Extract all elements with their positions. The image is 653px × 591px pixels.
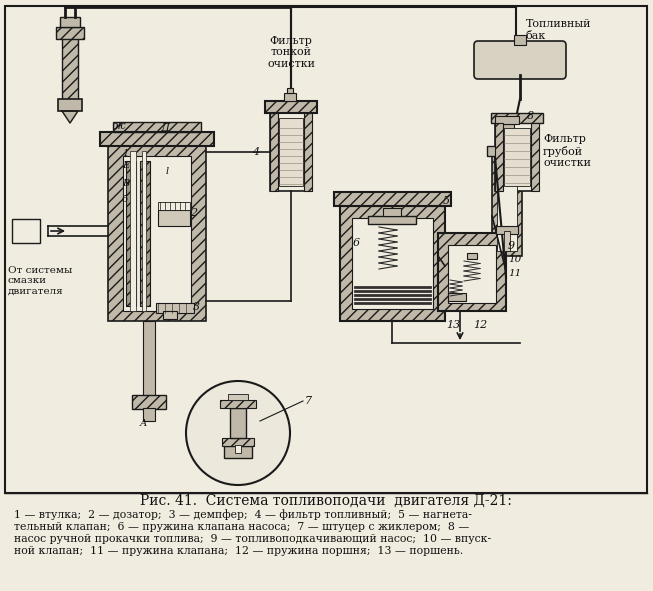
- Bar: [438, 233, 506, 311]
- Bar: [100, 132, 214, 146]
- Text: 9: 9: [508, 241, 515, 251]
- Bar: [100, 132, 214, 146]
- Bar: [352, 218, 433, 309]
- Bar: [495, 116, 519, 124]
- Text: 8: 8: [527, 111, 534, 121]
- Text: 12: 12: [473, 320, 487, 330]
- Polygon shape: [62, 111, 78, 123]
- Text: Фильтр
грубой
очистки: Фильтр грубой очистки: [543, 134, 591, 168]
- Bar: [113, 122, 201, 132]
- Bar: [265, 101, 317, 113]
- Bar: [495, 123, 539, 191]
- Bar: [383, 208, 401, 216]
- Text: 7: 7: [305, 396, 312, 406]
- Bar: [143, 408, 155, 421]
- Bar: [531, 123, 539, 191]
- Bar: [60, 17, 80, 27]
- Bar: [495, 123, 503, 191]
- Bar: [448, 245, 496, 303]
- Bar: [504, 231, 510, 251]
- Bar: [492, 156, 522, 256]
- Bar: [287, 88, 293, 93]
- Text: 5: 5: [443, 196, 450, 206]
- Bar: [140, 161, 150, 306]
- Text: l: l: [166, 167, 169, 176]
- Text: 4: 4: [252, 147, 259, 157]
- Bar: [5, 6, 647, 493]
- Bar: [504, 128, 530, 186]
- Bar: [156, 303, 194, 313]
- Bar: [497, 161, 517, 251]
- Bar: [270, 113, 312, 191]
- Text: 3: 3: [193, 302, 200, 312]
- Bar: [224, 446, 252, 458]
- FancyBboxPatch shape: [474, 41, 566, 79]
- Bar: [230, 408, 246, 438]
- Text: 6: 6: [353, 238, 360, 248]
- Text: Фильтр
тонкой
очистки: Фильтр тонкой очистки: [267, 36, 315, 69]
- Text: насос ручной прокачки топлива;  9 — топливоподкачивающий насос;  10 — впуск-: насос ручной прокачки топлива; 9 — топли…: [14, 534, 491, 544]
- Text: В: В: [122, 178, 129, 187]
- Bar: [58, 99, 82, 111]
- Text: Е: Е: [122, 161, 129, 170]
- Bar: [12, 219, 40, 243]
- Bar: [158, 210, 190, 226]
- Bar: [126, 161, 136, 306]
- Bar: [491, 113, 543, 123]
- Text: 11: 11: [508, 268, 521, 278]
- Bar: [304, 113, 312, 191]
- Bar: [279, 118, 303, 186]
- Text: тельный клапан;  6 — пружина клапана насоса;  7 — штуцер с жиклером;  8 —: тельный клапан; 6 — пружина клапана насо…: [14, 522, 470, 532]
- Bar: [108, 146, 206, 321]
- Text: Рис. 41.  Система топливоподачи  двигателя Д-21:: Рис. 41. Система топливоподачи двигателя…: [140, 494, 512, 508]
- Text: б: б: [122, 194, 128, 203]
- Bar: [487, 146, 527, 156]
- Text: От системы
смазки
двигателя: От системы смазки двигателя: [8, 266, 72, 296]
- Bar: [514, 35, 526, 45]
- Bar: [163, 311, 177, 319]
- Bar: [158, 202, 190, 210]
- Bar: [56, 27, 84, 39]
- Bar: [142, 151, 146, 311]
- Bar: [222, 438, 254, 446]
- Bar: [467, 253, 477, 259]
- Text: 13: 13: [446, 320, 460, 330]
- Bar: [235, 445, 241, 453]
- Bar: [220, 400, 256, 408]
- Bar: [448, 293, 466, 301]
- Bar: [143, 321, 155, 396]
- Bar: [340, 206, 445, 321]
- Text: ной клапан;  11 — пружина клапана;  12 — пружина поршня;  13 — поршень.: ной клапан; 11 — пружина клапана; 12 — п…: [14, 546, 463, 556]
- Bar: [368, 216, 416, 224]
- Bar: [228, 394, 248, 400]
- Text: 10: 10: [508, 255, 521, 264]
- Bar: [334, 192, 451, 206]
- Bar: [284, 93, 296, 101]
- Bar: [62, 36, 78, 101]
- Bar: [132, 395, 166, 409]
- Bar: [496, 226, 518, 234]
- Text: 2: 2: [190, 208, 197, 218]
- Text: А: А: [139, 420, 147, 428]
- Bar: [130, 151, 136, 311]
- Text: Д: Д: [160, 123, 169, 133]
- Circle shape: [186, 381, 290, 485]
- Text: Топливный
бак: Топливный бак: [526, 20, 592, 41]
- Bar: [270, 113, 278, 191]
- Text: 1: 1: [122, 148, 128, 157]
- Bar: [123, 156, 191, 311]
- Text: 1 — втулка;  2 — дозатор;  3 — демпфер;  4 — фильтр топливный;  5 — нагнета-: 1 — втулка; 2 — дозатор; 3 — демпфер; 4 …: [14, 509, 472, 521]
- Text: ж: ж: [113, 121, 125, 131]
- Bar: [334, 192, 451, 206]
- Bar: [500, 124, 514, 146]
- Bar: [265, 101, 317, 113]
